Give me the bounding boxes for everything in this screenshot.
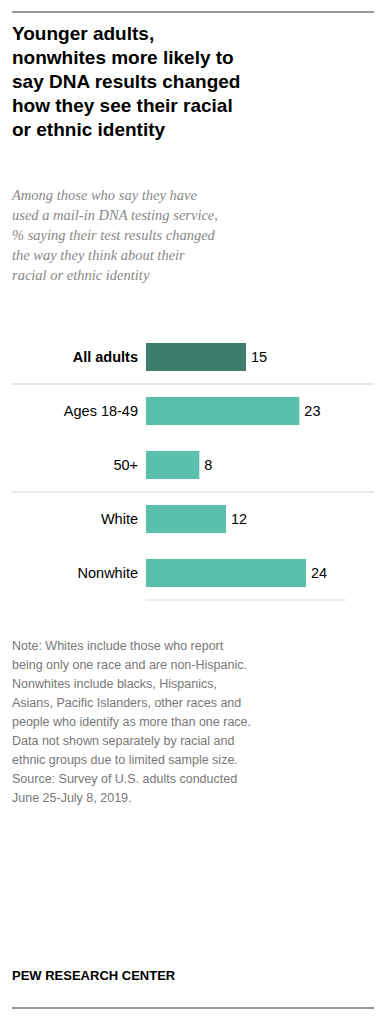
bar <box>146 343 246 371</box>
chart-svg: Younger adults, nonwhites more likely to s… <box>0 0 386 1022</box>
bar <box>146 559 306 587</box>
bar <box>146 505 226 533</box>
top-rule <box>12 11 374 12</box>
note-line: being only one race and are non-Hispanic… <box>12 658 247 672</box>
title-line: nonwhites more likely to <box>12 47 234 68</box>
title: Younger adults, nonwhites more likely to s… <box>12 23 240 140</box>
value-label: 15 <box>251 349 267 365</box>
value-label: 8 <box>204 457 212 473</box>
title-line: how they see their racial <box>12 95 233 116</box>
note-line: Nonwhites include blacks, Hispanics, <box>12 677 217 691</box>
bottom-rule <box>12 1008 374 1009</box>
title-line: Younger adults, <box>12 23 154 44</box>
x-axis-line <box>146 600 346 601</box>
title-line: say DNA results changed <box>12 71 240 92</box>
separator <box>12 492 374 493</box>
bars <box>146 343 306 587</box>
subtitle: Among those who say they have used a mail… <box>11 187 218 283</box>
value-label: 24 <box>311 565 327 581</box>
category-label: Ages 18-49 <box>64 403 138 419</box>
category-label: 50+ <box>113 457 138 473</box>
note-line: ethnic groups due to limited sample size… <box>12 753 238 767</box>
subtitle-line: the way they think about their <box>12 247 185 263</box>
subtitle-line: % saying their test results changed <box>12 227 216 243</box>
note-line: Note: Whites include those who report <box>12 639 224 653</box>
note-line: Source: Survey of U.S. adults conducted <box>12 772 237 786</box>
source: PEW RESEARCH CENTER <box>12 968 176 983</box>
subtitle-line: used a mail-in DNA testing service, <box>12 207 218 223</box>
note-line: Asians, Pacific Islanders, other races a… <box>12 696 241 710</box>
category-label: All adults <box>73 349 138 365</box>
note-line: June 25-July 8, 2019. <box>12 791 132 805</box>
bar <box>146 397 299 425</box>
note-line: people who identify as more than one rac… <box>12 715 251 729</box>
note-line: Data not shown separately by racial and <box>12 734 234 748</box>
subtitle-line: Among those who say they have <box>11 187 197 203</box>
subtitle-line: racial or ethnic identity <box>12 267 150 283</box>
value-label: 12 <box>231 511 247 527</box>
category-label: White <box>101 511 138 527</box>
category-label: Nonwhite <box>78 565 138 581</box>
title-line: or ethnic identity <box>12 119 166 140</box>
bar <box>146 451 199 479</box>
separator <box>12 384 374 385</box>
value-label: 23 <box>304 403 320 419</box>
